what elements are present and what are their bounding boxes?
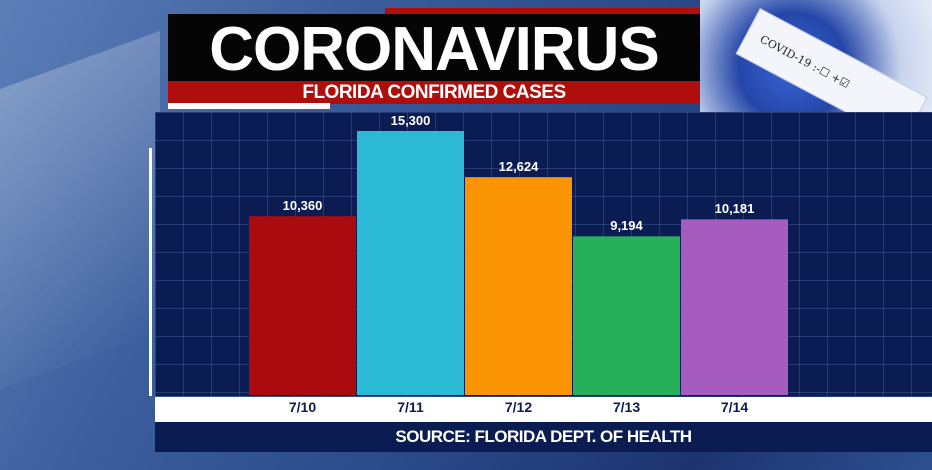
value-label: 9,194 [610, 218, 643, 234]
bar-7-12 [465, 177, 572, 395]
x-tick-label: 7/14 [720, 399, 749, 415]
value-label: 12,624 [498, 159, 539, 175]
x-tick-label: 7/10 [288, 399, 317, 415]
x-axis-strip [155, 397, 932, 422]
bar-7-13 [573, 236, 680, 395]
x-tick-label: 7/12 [504, 399, 533, 415]
x-tick-label: 7/11 [397, 399, 424, 415]
value-label: 10,181 [714, 201, 755, 217]
value-label: 10,360 [282, 198, 323, 214]
title-accent-bar [385, 8, 700, 15]
bar-7-14 [681, 219, 788, 395]
source-caption: SOURCE: FLORIDA DEPT. OF HEALTH [155, 422, 932, 452]
bar-7-10 [249, 216, 356, 395]
panel-edge-line [149, 148, 152, 396]
title-underline [168, 103, 330, 109]
headline-title: CORONAVIRUS [168, 14, 700, 84]
bar-7-11 [357, 130, 464, 396]
headline-subtitle: FLORIDA CONFIRMED CASES [168, 81, 700, 104]
value-label: 15,300 [390, 112, 431, 128]
x-tick-label: 7/13 [612, 399, 641, 415]
